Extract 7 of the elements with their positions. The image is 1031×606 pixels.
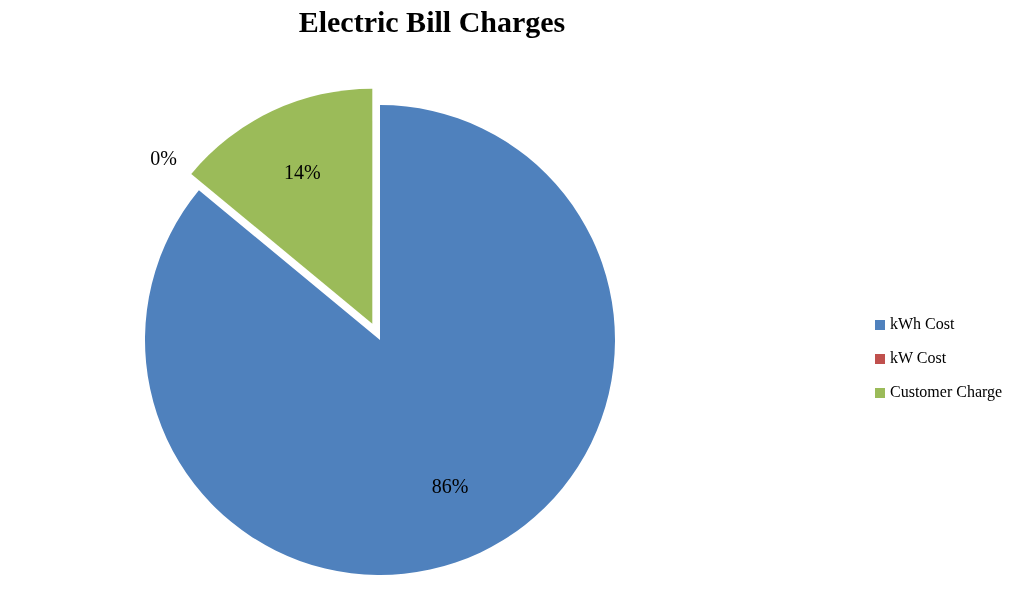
data-label: 86% bbox=[431, 475, 469, 498]
legend-label: kW Cost bbox=[890, 348, 947, 366]
data-label: 14% bbox=[283, 161, 321, 184]
legend-label: Customer Charge bbox=[890, 382, 1003, 401]
text: 0% bbox=[150, 147, 177, 170]
chart-title: Electric Bill Charges bbox=[298, 5, 566, 38]
legend-label: kWh Cost bbox=[890, 314, 955, 332]
